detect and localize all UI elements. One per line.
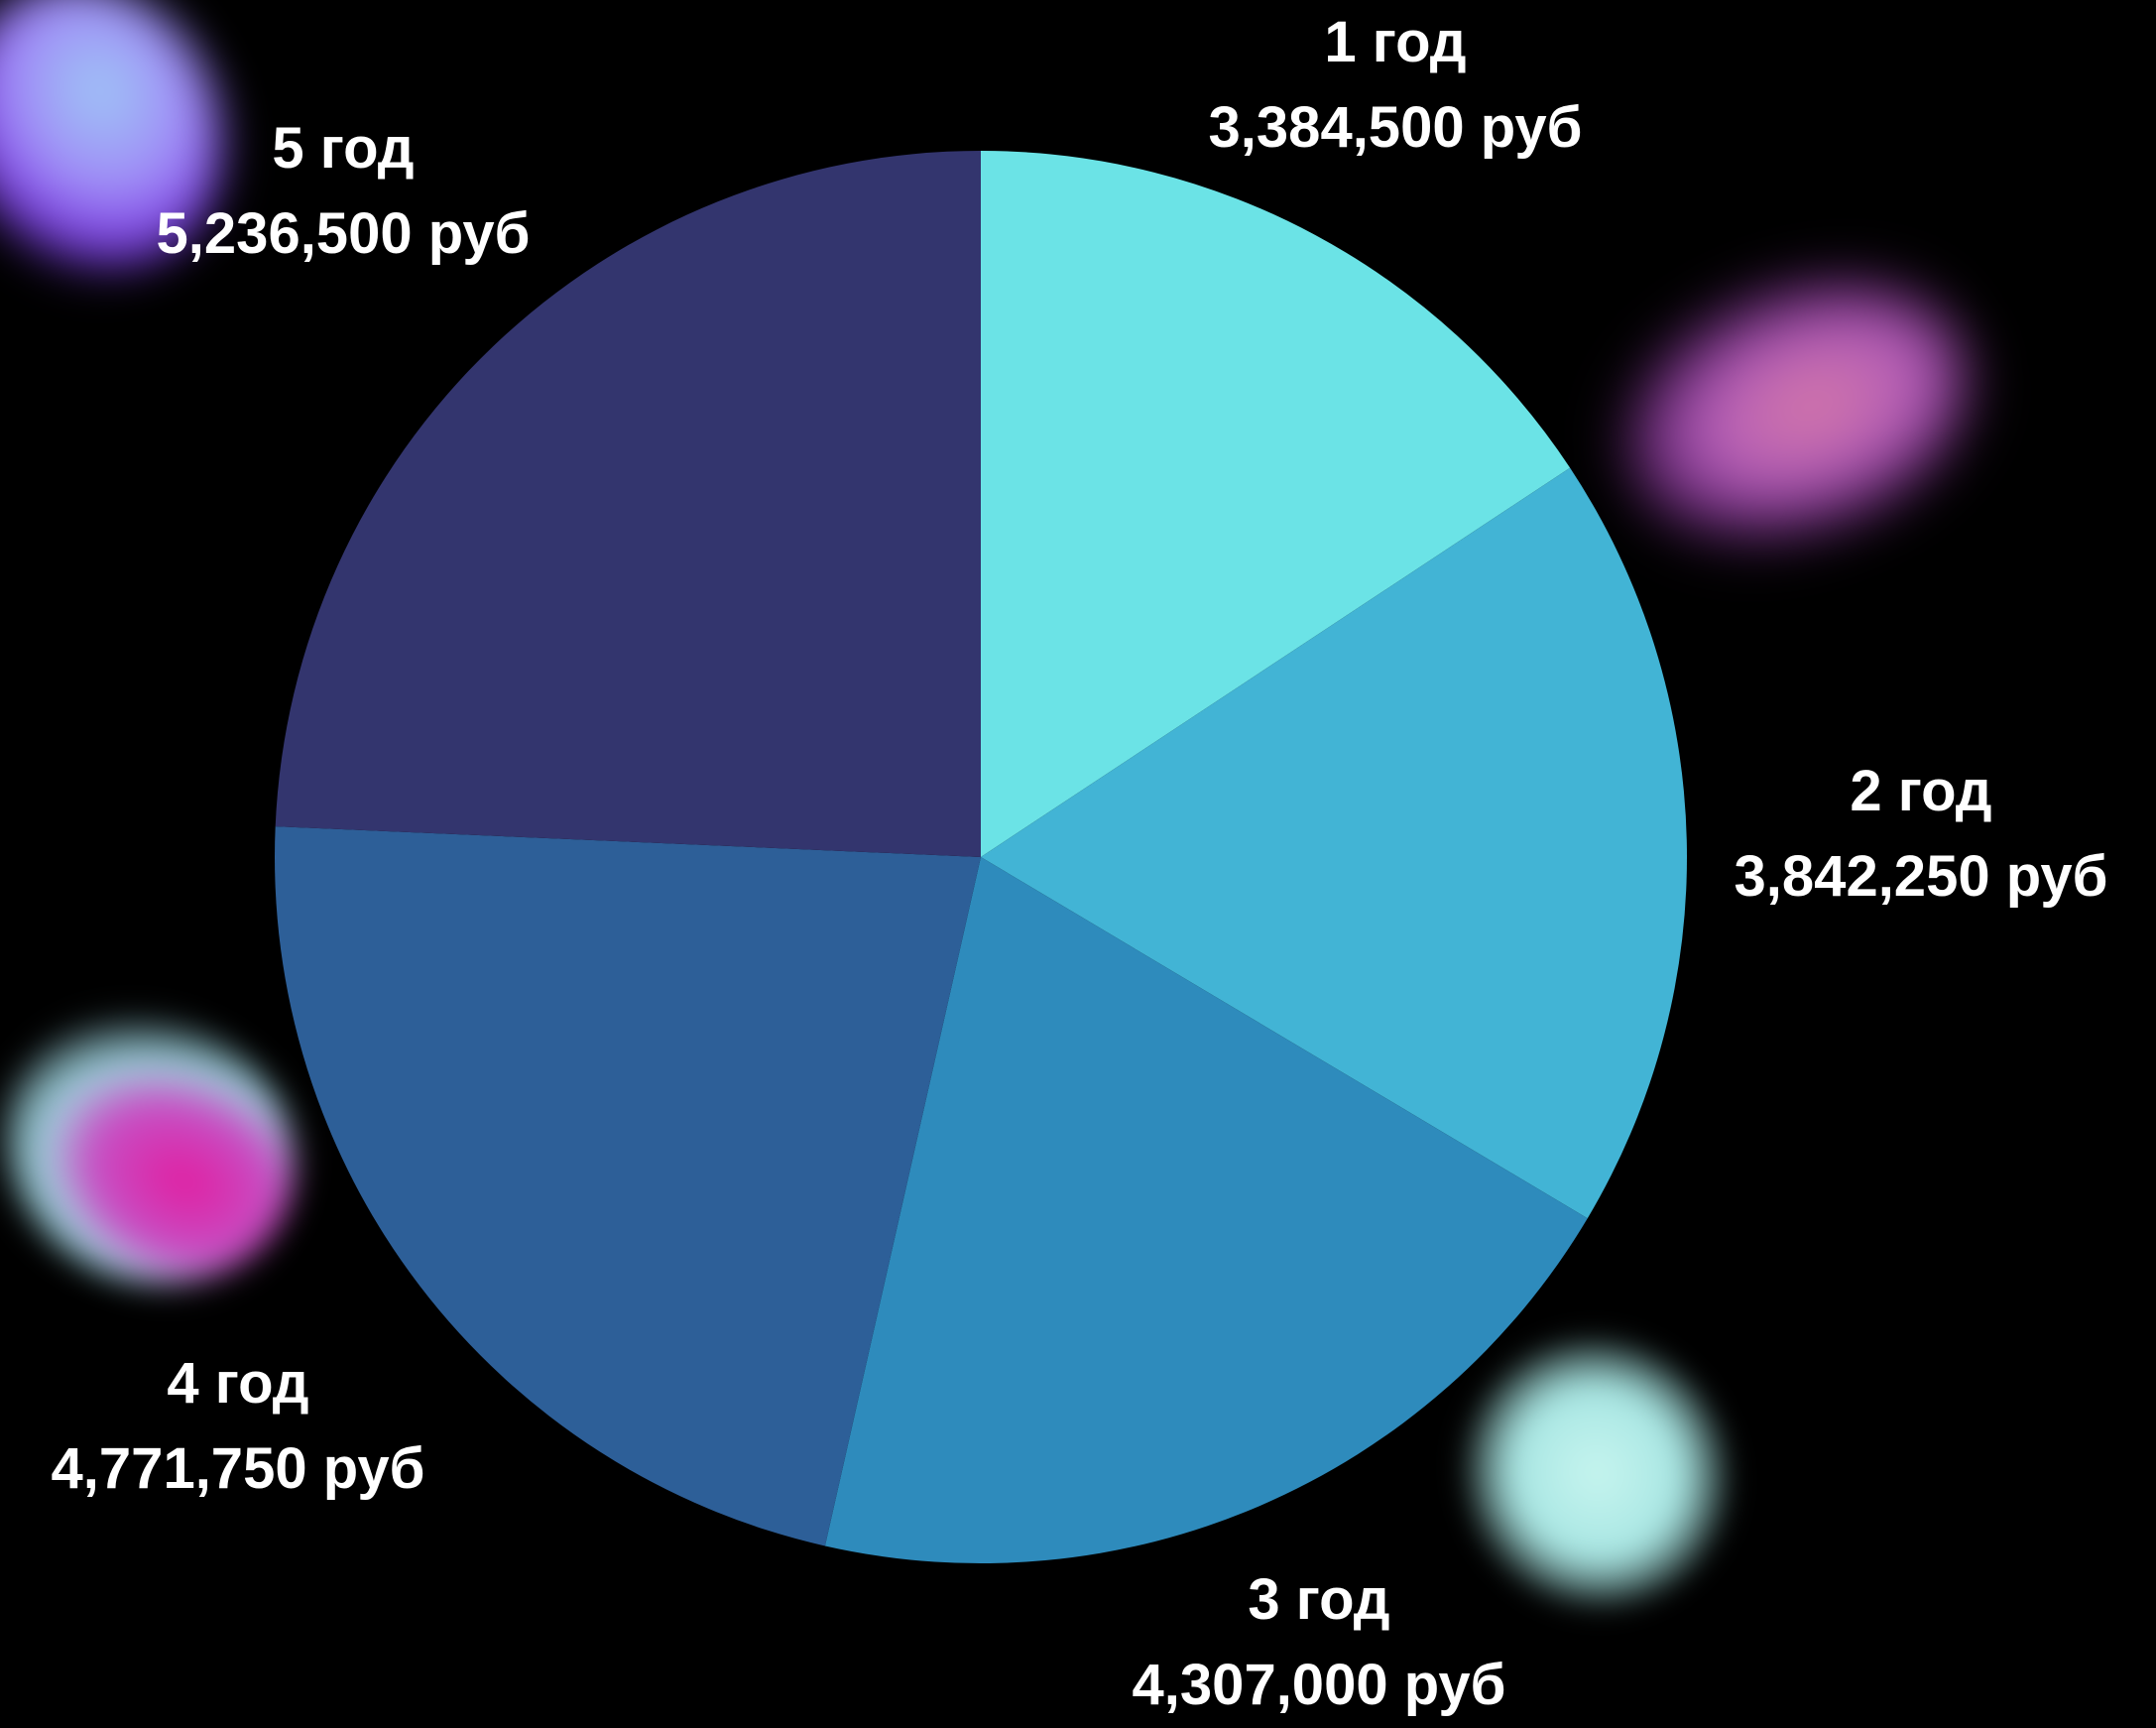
slice-label-4: 4 год 4,771,750 руб bbox=[52, 1341, 425, 1512]
slice-label-3: 3 год 4,307,000 руб bbox=[1133, 1557, 1506, 1728]
slice-label-2: 2 год 3,842,250 руб bbox=[1735, 749, 2108, 920]
slice-3-amount: 4,307,000 руб bbox=[1132, 1653, 1506, 1717]
slice-2-year: 2 год bbox=[1850, 759, 1992, 823]
slice-5-year: 5 год bbox=[272, 116, 415, 181]
pie-slice-4 bbox=[274, 826, 981, 1546]
slice-3-year: 3 год bbox=[1248, 1567, 1390, 1632]
slice-1-year: 1 год bbox=[1324, 10, 1467, 74]
slice-1-amount: 3,384,500 руб bbox=[1208, 95, 1583, 160]
pie-slice-5 bbox=[275, 151, 981, 857]
slice-label-5: 5 год 5,236,500 руб bbox=[157, 106, 531, 277]
slice-4-amount: 4,771,750 руб bbox=[51, 1436, 425, 1501]
pie-slice-3 bbox=[824, 857, 1588, 1563]
pie-slice-1 bbox=[981, 151, 1571, 857]
slice-5-amount: 5,236,500 руб bbox=[156, 201, 531, 266]
slice-2-amount: 3,842,250 руб bbox=[1734, 844, 2108, 909]
slice-4-year: 4 год bbox=[167, 1351, 309, 1416]
pie-slice-2 bbox=[981, 467, 1688, 1219]
slice-label-1: 1 год 3,384,500 руб bbox=[1209, 0, 1583, 171]
